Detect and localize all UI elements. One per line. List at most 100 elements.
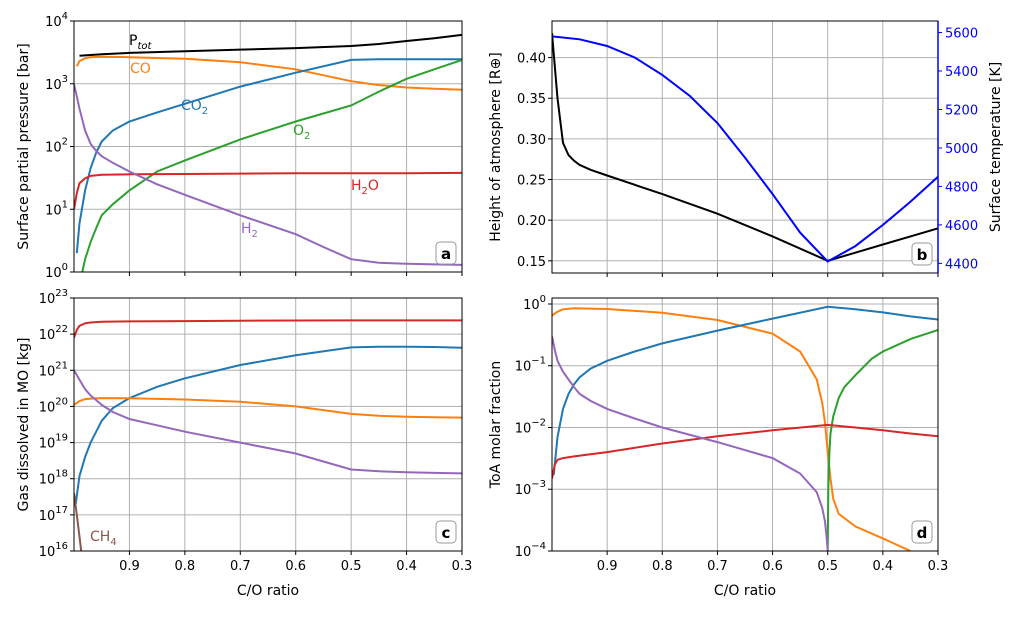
x-tick-label: 0.3 [928, 559, 949, 574]
y-tick-base: 10 [39, 437, 56, 452]
panel-label: b [917, 246, 928, 264]
y-tick-label: 1023 [39, 288, 68, 307]
series-label-main: CO [181, 98, 202, 114]
y-tick-exponent: 23 [55, 288, 68, 299]
x-tick-label: 0.4 [396, 559, 417, 574]
x-tick-label: 0.9 [119, 559, 140, 574]
x-tick-label: 0.3 [452, 559, 473, 574]
y-tick-base: 10 [39, 509, 56, 524]
y-tick-exponent: −1 [531, 356, 546, 367]
y-tick-exponent: 0 [540, 294, 546, 305]
series-line-h2 [552, 336, 829, 551]
y-tick-label: 100 [523, 294, 546, 313]
panel-label: c [442, 524, 451, 542]
series-group [74, 33, 462, 272]
y-tick-label: 10−2 [515, 417, 546, 436]
series-label-o2: O2 [293, 123, 310, 142]
y-tick-label: 1018 [39, 469, 68, 488]
y-tick-label: 0.30 [517, 133, 546, 148]
ch4-label: CH4 [90, 529, 117, 548]
series-label-ptot: Ptot [129, 33, 152, 52]
series-line-h2o [74, 319, 462, 338]
series-line-h2 [74, 369, 462, 475]
x-tick-label: 0.7 [707, 559, 728, 574]
series-line-o2 [81, 58, 462, 272]
y-tick-label: 100 [45, 262, 68, 281]
series-line-h2 [74, 83, 462, 266]
series-line-height [552, 33, 938, 262]
axes-frame [551, 297, 939, 552]
y-tick-exponent: 17 [55, 505, 68, 516]
y-tick-exponent: 0 [62, 262, 68, 273]
panel-label-box [435, 241, 457, 265]
y-tick-base: 10 [515, 483, 532, 498]
y-tick-exponent: −4 [531, 541, 546, 552]
series-line-h2o [552, 423, 938, 479]
y2-tick-label: 5200 [945, 103, 978, 118]
panel-label: d [917, 524, 928, 542]
ch4-label-sub: 4 [110, 537, 116, 548]
y-tick-base: 10 [39, 328, 56, 343]
y-tick-base: 10 [39, 545, 56, 560]
y-tick-label: 1019 [39, 433, 68, 452]
y-tick-exponent: 4 [62, 11, 68, 22]
series-label-co2: CO2 [181, 98, 208, 117]
series-label-main: CO [130, 61, 151, 77]
series-line-co2 [74, 345, 462, 505]
x-tick-label: 0.7 [230, 559, 251, 574]
y-tick-label: 0.35 [517, 92, 546, 107]
x-tick-label: 0.8 [652, 559, 673, 574]
y-tick-label: 1022 [39, 324, 68, 343]
y-tick-label: 10−4 [515, 541, 546, 560]
x-tick-label: 0.5 [817, 559, 838, 574]
series-label-co: CO [130, 61, 151, 77]
y-tick-label: 0.15 [517, 255, 546, 270]
y-tick-exponent: −2 [531, 417, 546, 428]
y-tick-exponent: 21 [55, 360, 68, 371]
x-tick-label: 0.6 [762, 559, 783, 574]
series-label-sub: 2 [202, 106, 208, 117]
series-group [74, 319, 462, 551]
series-line-co2 [75, 58, 462, 254]
y-tick-exponent: 3 [62, 74, 68, 85]
y2-tick-label: 5000 [945, 142, 978, 157]
y-tick-label: 1020 [39, 396, 68, 415]
y-axis-label: ToA molar fraction [488, 361, 504, 489]
series-line-co [74, 397, 462, 419]
series-line-ptot [79, 33, 462, 57]
y-tick-base: 10 [45, 141, 62, 156]
y-tick-base: 10 [45, 266, 62, 281]
series-line-temperature [552, 35, 938, 263]
series-label-main: P [129, 33, 137, 49]
y-tick-exponent: 2 [62, 137, 68, 148]
y-tick-base: 10 [45, 15, 62, 30]
series-label-sub: 2 [304, 131, 310, 142]
axes-frame [73, 297, 463, 552]
x-tick-label: 0.8 [175, 559, 196, 574]
series-label-main: H [351, 178, 362, 194]
y-tick-base: 10 [523, 298, 540, 313]
y-tick-base: 10 [515, 545, 532, 560]
y-axis-label: Surface partial pressure [bar] [16, 43, 32, 249]
y-tick-base: 10 [515, 421, 532, 436]
y2-tick-label: 4600 [945, 219, 978, 234]
y-tick-exponent: −3 [531, 479, 546, 490]
series-group [552, 305, 938, 551]
x-tick-label: 0.5 [341, 559, 362, 574]
y-tick-label: 1021 [39, 360, 68, 379]
y-axis-right-label: Surface temperature [K] [988, 62, 1004, 232]
y-axis-label: Height of atmosphere [R⊕] [488, 52, 504, 242]
y-tick-label: 1016 [39, 541, 68, 560]
y-tick-base: 10 [39, 364, 56, 379]
y-tick-label: 10−1 [515, 356, 546, 375]
y-tick-exponent: 16 [55, 541, 68, 552]
axes-frame [73, 20, 463, 273]
panel-label-box [911, 520, 933, 544]
series-label-sub: tot [137, 41, 152, 52]
y2-tick-label: 4800 [945, 180, 978, 195]
y-tick-base: 10 [39, 400, 56, 415]
y-tick-exponent: 18 [55, 469, 68, 480]
y-tick-base: 10 [45, 203, 62, 218]
